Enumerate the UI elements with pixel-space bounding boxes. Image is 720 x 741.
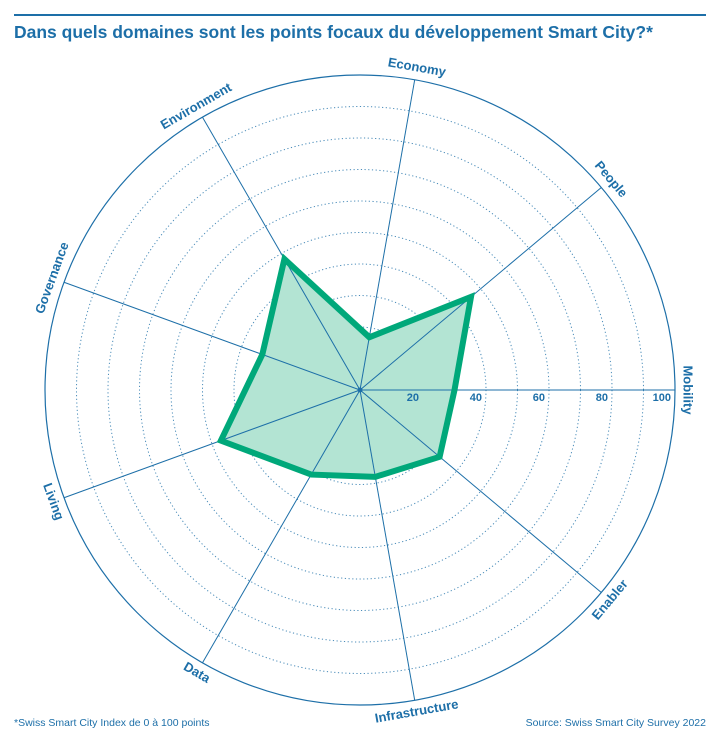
axis-label-data: Data	[181, 659, 214, 686]
axis-line	[63, 389, 361, 499]
tick-label: 40	[470, 392, 482, 404]
axis-line	[359, 187, 602, 391]
axis-label-economy: Economy	[387, 54, 448, 79]
axis-line	[359, 389, 416, 701]
axis-label-people: People	[592, 158, 631, 200]
footnote: *Swiss Smart City Index de 0 à 100 point…	[14, 717, 210, 729]
axis-label-mobility: Mobility	[681, 365, 696, 415]
axis-line	[202, 389, 361, 664]
axis-label-living: Living	[40, 481, 67, 522]
axis-label-infrastructure: Infrastructure	[374, 696, 460, 725]
center-dot	[357, 387, 363, 393]
tick-label: 20	[407, 392, 419, 404]
source-note: Source: Swiss Smart City Survey 2022	[525, 717, 706, 729]
axis-line	[63, 281, 361, 391]
axis-line	[359, 389, 602, 593]
data-line	[216, 253, 475, 480]
chart-title: Dans quels domaines sont les points foca…	[14, 22, 653, 42]
tick-label: 60	[533, 392, 545, 404]
tick-label: 100	[653, 392, 671, 404]
data-area	[220, 259, 471, 477]
tick-label: 80	[596, 392, 608, 404]
top-rule	[14, 14, 706, 16]
axis-line	[202, 116, 361, 391]
